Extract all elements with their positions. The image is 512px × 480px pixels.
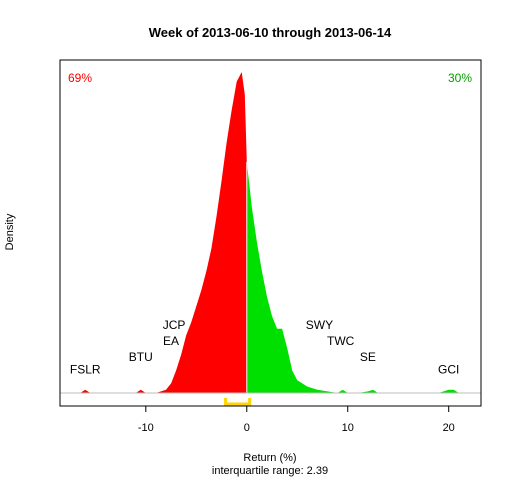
ticker-label: SE xyxy=(360,350,376,364)
x-tick-label: -10 xyxy=(138,422,154,434)
y-axis-label: Density xyxy=(4,213,16,250)
x-axis-label: Return (%) xyxy=(243,452,296,464)
negative-density-area xyxy=(65,72,247,393)
ticker-label: EA xyxy=(163,334,179,348)
ticker-label: BTU xyxy=(129,350,153,364)
chart-title: Week of 2013-06-10 through 2013-06-14 xyxy=(149,25,392,40)
left-percent: 69% xyxy=(68,71,92,85)
positive-density-area xyxy=(246,161,469,393)
x-tick-label: 10 xyxy=(342,422,354,434)
x-tick-label: 0 xyxy=(244,422,250,434)
ticker-label: JCP xyxy=(163,318,186,332)
ticker-label: GCI xyxy=(438,363,459,377)
ticker-label: FSLR xyxy=(70,363,101,377)
iqr-bracket xyxy=(224,398,252,406)
iqr-subtitle: interquartile range: 2.39 xyxy=(212,465,328,477)
right-percent: 30% xyxy=(448,71,472,85)
x-axis: -10 0 10 20 xyxy=(138,406,455,434)
ticker-labels: FSLR BTU JCP EA SWY TWC SE GCI xyxy=(70,318,459,377)
ticker-label: TWC xyxy=(327,334,355,348)
iqr-bracket-line xyxy=(224,398,252,406)
density-area-group xyxy=(60,72,481,394)
plot-frame xyxy=(59,59,482,407)
ticker-label: SWY xyxy=(306,318,333,332)
x-tick-label: 20 xyxy=(443,422,455,434)
